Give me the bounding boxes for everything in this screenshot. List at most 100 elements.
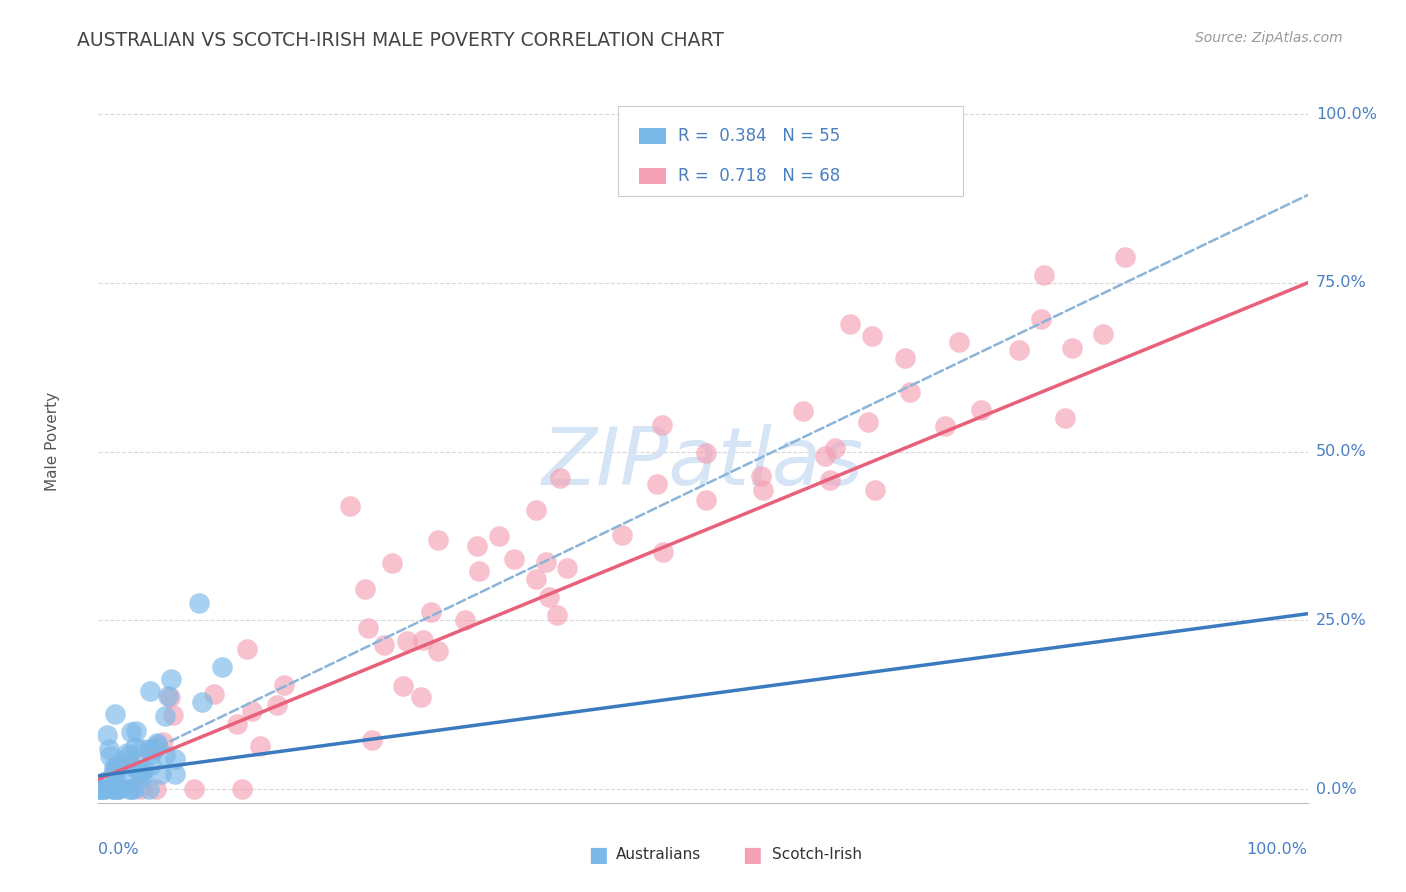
Point xyxy=(146,738,169,752)
Point xyxy=(749,468,772,483)
Text: ZIPatlas: ZIPatlas xyxy=(541,425,865,502)
Point xyxy=(898,384,921,399)
Text: Australians: Australians xyxy=(616,847,702,862)
Point xyxy=(93,781,115,796)
Point xyxy=(419,605,441,619)
Point xyxy=(838,317,860,331)
Text: 100.0%: 100.0% xyxy=(1247,842,1308,856)
Point xyxy=(610,528,633,542)
Point xyxy=(107,781,129,796)
Text: Source: ZipAtlas.com: Source: ZipAtlas.com xyxy=(1195,31,1343,45)
Point xyxy=(695,446,717,460)
Point xyxy=(143,739,166,754)
Point xyxy=(948,334,970,349)
Point xyxy=(211,660,233,674)
Point xyxy=(105,774,128,789)
Point xyxy=(1008,343,1031,358)
Point xyxy=(695,493,717,508)
Point xyxy=(373,639,395,653)
Point xyxy=(392,679,415,693)
Point xyxy=(118,747,141,762)
Text: Male Poverty: Male Poverty xyxy=(45,392,60,491)
Point xyxy=(555,560,578,574)
Point xyxy=(1091,326,1114,341)
Point xyxy=(814,450,837,464)
Point xyxy=(131,770,153,784)
Point xyxy=(396,634,419,648)
Point xyxy=(145,781,167,796)
Bar xyxy=(638,128,665,144)
Point xyxy=(1032,268,1054,283)
Point xyxy=(1114,251,1136,265)
Text: R =  0.718   N = 68: R = 0.718 N = 68 xyxy=(678,167,839,185)
Point xyxy=(105,759,128,773)
Point xyxy=(652,545,675,559)
Point xyxy=(125,723,148,738)
Point xyxy=(202,687,225,701)
Point xyxy=(107,781,129,796)
Point xyxy=(651,417,673,432)
Point xyxy=(153,747,176,762)
Text: ■: ■ xyxy=(588,845,607,864)
Point xyxy=(124,739,146,754)
Point xyxy=(156,690,179,704)
Point xyxy=(120,758,142,772)
Point xyxy=(115,747,138,761)
Point xyxy=(249,739,271,753)
Text: R =  0.384   N = 55: R = 0.384 N = 55 xyxy=(678,127,839,145)
Point xyxy=(468,565,491,579)
Point xyxy=(165,752,187,766)
Point xyxy=(231,781,253,796)
Text: 0.0%: 0.0% xyxy=(1316,781,1357,797)
Point xyxy=(361,732,384,747)
Text: Scotch-Irish: Scotch-Irish xyxy=(772,847,862,862)
FancyBboxPatch shape xyxy=(619,105,963,196)
Point xyxy=(114,754,136,768)
Point xyxy=(488,528,510,542)
Text: 25.0%: 25.0% xyxy=(1316,613,1367,628)
Point xyxy=(162,707,184,722)
Text: 0.0%: 0.0% xyxy=(98,842,139,856)
Point xyxy=(139,757,162,772)
Point xyxy=(187,596,209,610)
Point xyxy=(89,781,111,796)
Point xyxy=(165,767,187,781)
Point xyxy=(139,747,162,761)
Point xyxy=(89,781,111,796)
Point xyxy=(131,781,153,796)
Point xyxy=(792,404,814,418)
Point xyxy=(824,441,846,455)
Point xyxy=(138,781,160,796)
Point xyxy=(97,742,120,756)
Point xyxy=(103,768,125,782)
Point xyxy=(412,632,434,647)
Point xyxy=(152,734,174,748)
Point xyxy=(856,416,879,430)
Point xyxy=(242,704,264,718)
Point xyxy=(524,573,547,587)
Point xyxy=(159,690,181,705)
Point xyxy=(160,672,183,686)
Point xyxy=(426,644,449,658)
Point xyxy=(752,483,775,497)
Point xyxy=(357,621,380,635)
Point xyxy=(818,473,841,487)
Point xyxy=(1031,312,1053,326)
Point xyxy=(131,765,153,780)
Point xyxy=(427,533,450,547)
Point xyxy=(104,706,127,721)
Point xyxy=(934,418,956,433)
Point xyxy=(120,781,142,796)
Point xyxy=(339,499,361,513)
Point xyxy=(105,781,128,796)
Point xyxy=(645,476,668,491)
Point xyxy=(273,677,295,691)
Point xyxy=(134,762,156,776)
Point xyxy=(112,777,135,791)
Point xyxy=(89,781,111,796)
Point xyxy=(381,556,404,570)
Point xyxy=(502,551,524,566)
Point xyxy=(93,781,115,796)
Point xyxy=(266,698,288,712)
Text: AUSTRALIAN VS SCOTCH-IRISH MALE POVERTY CORRELATION CHART: AUSTRALIAN VS SCOTCH-IRISH MALE POVERTY … xyxy=(77,31,724,50)
